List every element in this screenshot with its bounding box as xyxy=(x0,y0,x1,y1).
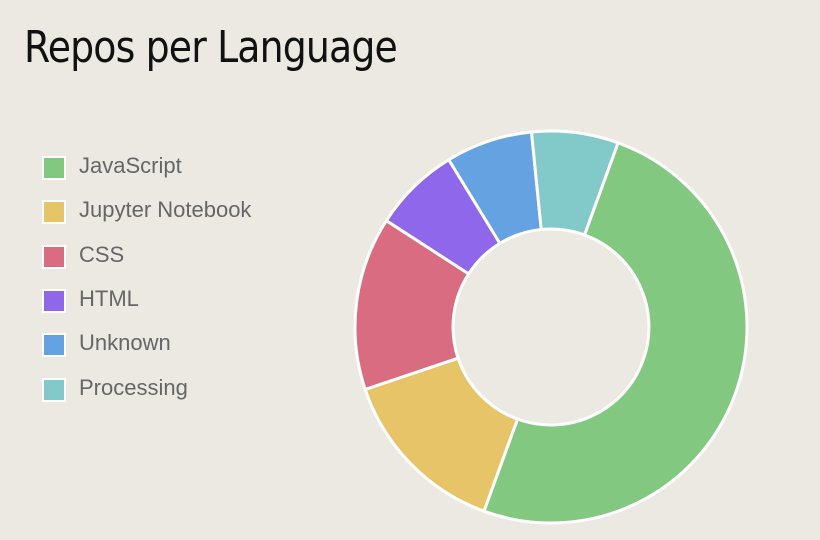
legend-label: Processing xyxy=(79,374,188,400)
legend-swatch xyxy=(42,333,66,358)
legend-label: Unknown xyxy=(79,330,171,356)
legend-item-unknown[interactable]: Unknown xyxy=(42,323,251,367)
legend: JavaScript Jupyter Notebook CSS HTML Unknown… xyxy=(42,146,251,412)
legend-item-html[interactable]: HTML xyxy=(42,279,251,323)
legend-item-jupyter-notebook[interactable]: Jupyter Notebook xyxy=(42,190,251,234)
legend-label: Jupyter Notebook xyxy=(79,197,252,223)
legend-swatch xyxy=(42,377,66,402)
legend-swatch xyxy=(42,289,66,314)
slice-processing[interactable] xyxy=(529,129,620,237)
legend-label: HTML xyxy=(79,286,139,312)
legend-item-processing[interactable]: Processing xyxy=(42,367,251,411)
slice-jupyter-notebook[interactable] xyxy=(363,356,519,513)
legend-item-css[interactable]: CSS xyxy=(42,235,251,279)
chart-title: Repos per Language xyxy=(24,22,398,73)
legend-swatch xyxy=(42,244,66,269)
legend-swatch xyxy=(42,200,66,225)
slice-javascript[interactable] xyxy=(482,141,749,525)
legend-label: JavaScript xyxy=(79,153,182,179)
legend-label: CSS xyxy=(79,241,125,267)
legend-swatch xyxy=(42,156,66,181)
legend-item-javascript[interactable]: JavaScript xyxy=(42,146,251,190)
slice-css[interactable] xyxy=(353,219,471,391)
